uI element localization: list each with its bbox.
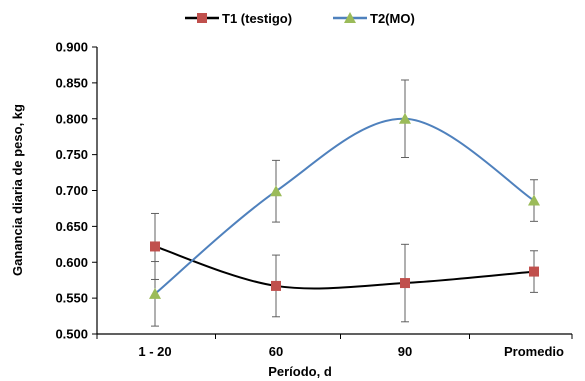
y-tick-label: 0.500 — [55, 327, 88, 342]
x-axis-title: Período, d — [268, 364, 332, 379]
legend: T1 (testigo) T2(MO) — [185, 11, 415, 26]
data-point — [529, 266, 539, 277]
x-ticks: 1 - 20 60 90 Promedio — [96, 334, 573, 359]
y-tick-label: 0.850 — [55, 75, 88, 90]
data-point — [528, 194, 540, 206]
y-tick-label: 0.800 — [55, 111, 88, 126]
y-ticks: 0.500 0.550 0.600 0.650 0.700 0.750 0.800 0.850… — [55, 40, 97, 342]
y-tick-label: 0.700 — [55, 183, 88, 198]
y-tick-label: 0.750 — [55, 147, 88, 162]
series-line — [154, 245, 535, 290]
series-markers — [149, 112, 540, 299]
data-point — [150, 241, 160, 252]
axes — [96, 47, 572, 335]
y-axis-title: Ganancia diaria de peso, kg — [10, 104, 25, 276]
data-point — [271, 280, 281, 291]
legend-marker — [344, 12, 356, 23]
y-tick-label: 0.550 — [55, 291, 88, 306]
x-tick-label: 60 — [269, 344, 283, 359]
legend-label: T1 (testigo) — [222, 11, 292, 26]
legend-marker — [197, 13, 207, 23]
x-tick-label: 90 — [398, 344, 412, 359]
series-lines — [154, 117, 535, 295]
x-tick-label: Promedio — [504, 344, 564, 359]
y-tick-label: 0.650 — [55, 219, 88, 234]
data-point — [400, 278, 410, 289]
legend-label: T2(MO) — [370, 11, 415, 26]
series-line — [154, 117, 535, 295]
data-point — [399, 112, 411, 124]
x-tick-label: 1 - 20 — [138, 344, 171, 359]
data-point — [149, 287, 161, 299]
y-tick-label: 0.600 — [55, 255, 88, 270]
y-tick-label: 0.900 — [55, 40, 88, 55]
error-bars — [151, 79, 538, 327]
data-point — [270, 185, 282, 197]
